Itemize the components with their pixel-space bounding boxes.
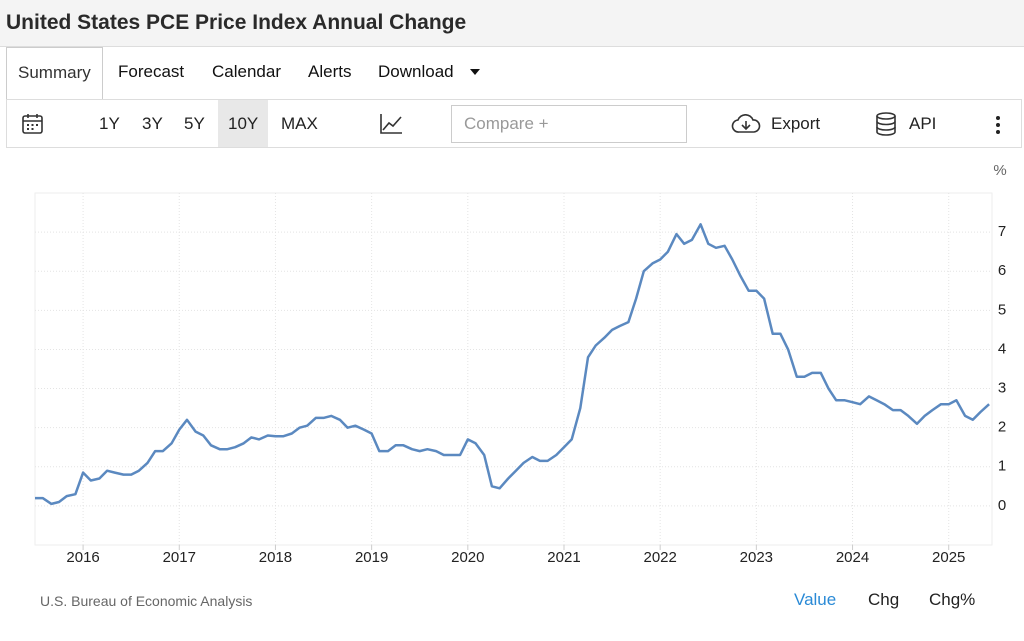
tab[interactable]: Summary bbox=[6, 47, 103, 99]
x-tick-label: 2016 bbox=[66, 549, 99, 566]
unit-label: % bbox=[993, 162, 1006, 179]
x-tick-label: 2022 bbox=[643, 549, 676, 566]
range-button[interactable]: 5Y bbox=[184, 114, 205, 133]
y-tick-label: 3 bbox=[998, 380, 1006, 397]
dropdown-caret bbox=[470, 69, 480, 75]
tab-bar: Summary Forecast Calendar Alerts Downloa… bbox=[6, 47, 1018, 99]
range-button[interactable]: 1Y bbox=[99, 114, 120, 133]
x-tick-label: 2023 bbox=[740, 549, 773, 566]
view-button[interactable]: Chg% bbox=[929, 590, 976, 609]
tab[interactable]: Calendar bbox=[212, 62, 281, 81]
tab[interactable]: Forecast bbox=[118, 62, 185, 81]
page-title: United States PCE Price Index Annual Cha… bbox=[6, 11, 467, 34]
x-tick-label: 2019 bbox=[355, 549, 388, 566]
y-tick-label: 4 bbox=[998, 340, 1006, 357]
export-button[interactable]: Export bbox=[771, 114, 821, 133]
x-tick-label: 2024 bbox=[836, 549, 869, 566]
title-bar: United States PCE Price Index Annual Cha… bbox=[0, 0, 1024, 47]
y-tick-label: 6 bbox=[998, 262, 1006, 279]
api-icon[interactable] bbox=[875, 112, 897, 136]
api-button[interactable]: API bbox=[909, 114, 937, 133]
export-icon[interactable] bbox=[731, 114, 761, 134]
calendar-icon[interactable] bbox=[21, 113, 45, 135]
range-button[interactable]: 10Y bbox=[218, 100, 269, 147]
x-tick-label: 2020 bbox=[451, 549, 484, 566]
data-line bbox=[35, 223, 990, 506]
y-tick-label: 2 bbox=[998, 419, 1006, 436]
plot-frame bbox=[34, 192, 993, 546]
range-button[interactable]: 3Y bbox=[142, 114, 163, 133]
y-tick-label: 5 bbox=[998, 301, 1006, 318]
range-button[interactable]: MAX bbox=[281, 114, 318, 133]
x-tick-label: 2018 bbox=[259, 549, 292, 566]
tab[interactable]: Download bbox=[378, 62, 454, 81]
x-tick-label: 2017 bbox=[163, 549, 196, 566]
view-button[interactable]: Chg bbox=[868, 590, 900, 609]
y-tick-label: 7 bbox=[998, 223, 1006, 240]
chart: % 0 1 2 3 4 5 6 7 2016 2017 2018 2019 2020 2021 2022 20… bbox=[34, 162, 1007, 566]
compare-input[interactable]: Compare + bbox=[451, 105, 687, 143]
toolbar: 1Y 3Y 5Y 10Y MAX Compare + Export API bbox=[6, 99, 1022, 148]
chart-type-icon[interactable] bbox=[379, 113, 403, 135]
y-tick-label: 1 bbox=[998, 458, 1006, 475]
y-tick-label: 0 bbox=[998, 497, 1006, 514]
x-tick-label: 2021 bbox=[547, 549, 580, 566]
more-menu[interactable] bbox=[995, 115, 1001, 135]
x-tick-label: 2025 bbox=[932, 549, 965, 566]
source: U.S. Bureau of Economic Analysis bbox=[40, 593, 253, 609]
view-button[interactable]: Value bbox=[794, 590, 837, 609]
tab[interactable]: Alerts bbox=[308, 62, 352, 81]
